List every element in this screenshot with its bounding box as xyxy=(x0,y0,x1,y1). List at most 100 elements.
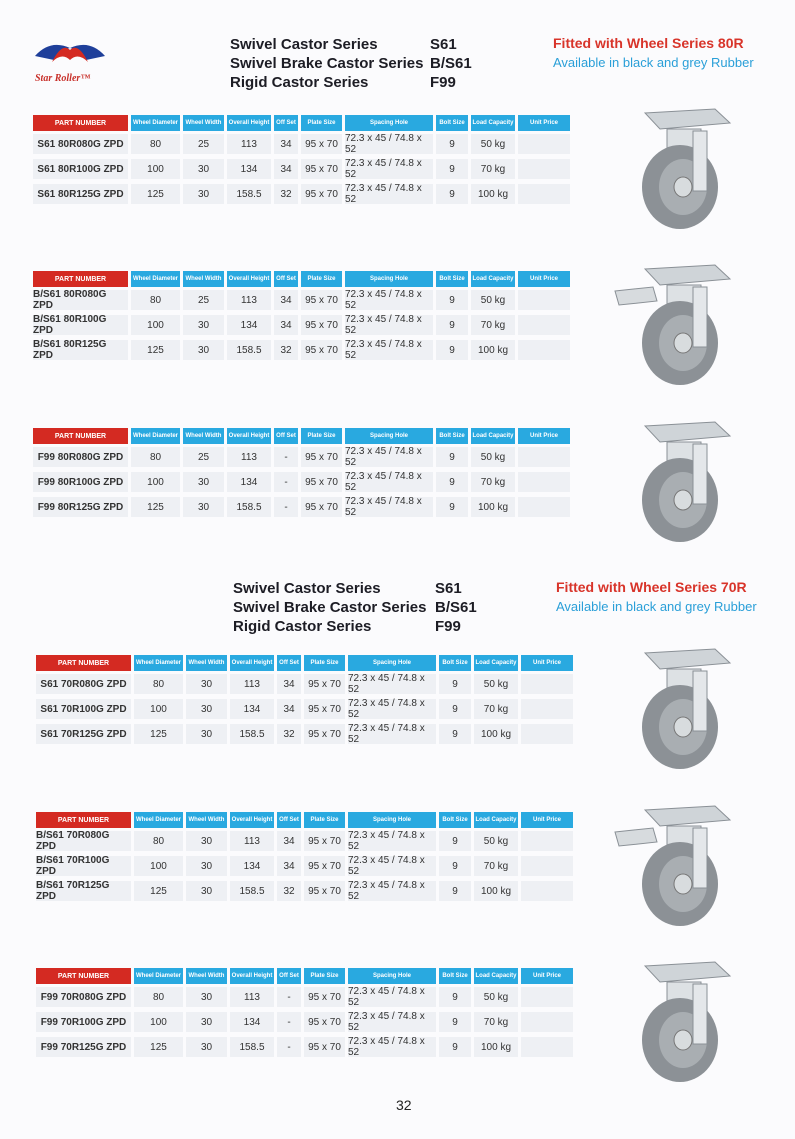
table-cell: 134 xyxy=(227,472,271,492)
table-header-cell: Spacing Hole xyxy=(345,428,433,444)
empty-cell xyxy=(521,1012,573,1032)
table-cell: 30 xyxy=(186,831,227,851)
table-header-cell: Bolt Size xyxy=(439,655,471,671)
table-cell: 9 xyxy=(436,184,468,204)
table-cell: 134 xyxy=(227,315,271,335)
castor-image xyxy=(614,264,732,385)
table-cell: 30 xyxy=(186,881,227,901)
table-header-cell: Unit Price xyxy=(518,115,570,131)
table-cell: 25 xyxy=(183,134,224,154)
table-cell: - xyxy=(274,497,298,517)
table-cell: 100 xyxy=(131,159,180,179)
table-header-cell: Overall Height xyxy=(230,968,274,984)
table-cell: 95 x 70 xyxy=(301,315,342,335)
table-header-cell: Off Set xyxy=(277,655,301,671)
series-title: Swivel Castor Series xyxy=(233,580,381,597)
table-header-cell: Load Capacity xyxy=(471,271,515,287)
castor-image xyxy=(642,421,732,542)
table-cell: 70 kg xyxy=(474,1012,518,1032)
table-cell: 72.3 x 45 / 74.8 x 52 xyxy=(348,1036,436,1058)
table-cell: 95 x 70 xyxy=(304,674,345,694)
empty-cell xyxy=(521,856,573,876)
table-cell: 95 x 70 xyxy=(304,699,345,719)
table-cell: 9 xyxy=(436,497,468,517)
empty-cell xyxy=(518,159,570,179)
table-cell: 30 xyxy=(183,315,224,335)
table-cell: 95 x 70 xyxy=(301,497,342,517)
table-header-cell: Wheel Width xyxy=(186,812,227,828)
table-header-cell: Spacing Hole xyxy=(348,968,436,984)
table-cell: 70 kg xyxy=(471,315,515,335)
table-cell: 134 xyxy=(230,856,274,876)
table-cell: 50 kg xyxy=(471,447,515,467)
table-cell: F99 80R100G ZPD xyxy=(33,472,128,492)
table-header-cell: PART NUMBER xyxy=(36,655,131,671)
table-cell: 9 xyxy=(436,290,468,310)
table-header-cell: Wheel Width xyxy=(183,428,224,444)
table-cell: 72.3 x 45 / 74.8 x 52 xyxy=(348,673,436,695)
empty-cell xyxy=(518,472,570,492)
table-cell: 125 xyxy=(131,497,180,517)
table-cell: 125 xyxy=(131,184,180,204)
table-header-cell: Bolt Size xyxy=(436,271,468,287)
table-cell: 95 x 70 xyxy=(301,340,342,360)
table-cell: B/S61 70R100G ZPD xyxy=(36,855,131,877)
table-header-cell: Spacing Hole xyxy=(348,812,436,828)
table-cell: 9 xyxy=(439,987,471,1007)
table-cell: 50 kg xyxy=(474,987,518,1007)
table-cell: 72.3 x 45 / 74.8 x 52 xyxy=(345,158,433,180)
table-cell: 34 xyxy=(274,315,298,335)
table-cell: 9 xyxy=(436,340,468,360)
table-cell: 95 x 70 xyxy=(301,290,342,310)
table-cell: 95 x 70 xyxy=(301,447,342,467)
table-cell: S61 80R125G ZPD xyxy=(33,184,128,204)
table-header-cell: PART NUMBER xyxy=(36,812,131,828)
table-header-cell: Load Capacity xyxy=(474,655,518,671)
table-cell: 9 xyxy=(436,134,468,154)
table-cell: 30 xyxy=(186,856,227,876)
table-cell: 95 x 70 xyxy=(304,1012,345,1032)
available-text: Available in black and grey Rubber xyxy=(556,599,757,614)
table-cell: B/S61 80R080G ZPD xyxy=(33,289,128,311)
table-header-cell: Off Set xyxy=(277,812,301,828)
table-header-cell: Plate Size xyxy=(301,271,342,287)
table-header-cell: Wheel Diameter xyxy=(131,115,180,131)
table-cell: 72.3 x 45 / 74.8 x 52 xyxy=(348,698,436,720)
table-header-cell: Bolt Size xyxy=(436,428,468,444)
series-code: B/S61 xyxy=(435,599,477,616)
table-cell: 9 xyxy=(436,447,468,467)
table-header-cell: Spacing Hole xyxy=(348,655,436,671)
table-cell: 50 kg xyxy=(471,134,515,154)
table-header-cell: Wheel Width xyxy=(186,655,227,671)
table-cell: 72.3 x 45 / 74.8 x 52 xyxy=(348,986,436,1008)
table-cell: 80 xyxy=(131,447,180,467)
table-cell: 32 xyxy=(277,881,301,901)
table-cell: 125 xyxy=(134,724,183,744)
table-cell: 70 kg xyxy=(471,472,515,492)
empty-cell xyxy=(518,315,570,335)
series-code: F99 xyxy=(435,618,461,635)
table-header-cell: Unit Price xyxy=(521,655,573,671)
table-cell: 30 xyxy=(186,674,227,694)
table-cell: 9 xyxy=(436,315,468,335)
table-cell: 72.3 x 45 / 74.8 x 52 xyxy=(348,880,436,902)
table-header-cell: PART NUMBER xyxy=(36,968,131,984)
table-cell: 100 kg xyxy=(471,497,515,517)
table-cell: 158.5 xyxy=(227,184,271,204)
table-cell: 25 xyxy=(183,447,224,467)
empty-cell xyxy=(521,1037,573,1057)
empty-cell xyxy=(521,674,573,694)
fitted-text: Fitted with Wheel Series 80R xyxy=(553,35,744,51)
table-cell: 80 xyxy=(131,134,180,154)
table-header-cell: PART NUMBER xyxy=(33,428,128,444)
table-header-cell: Plate Size xyxy=(301,115,342,131)
table-header-cell: Off Set xyxy=(274,428,298,444)
table-cell: 100 kg xyxy=(474,881,518,901)
table-cell: 9 xyxy=(439,1012,471,1032)
series-code: S61 xyxy=(430,36,457,53)
table-header-cell: Wheel Diameter xyxy=(134,968,183,984)
table-cell: 72.3 x 45 / 74.8 x 52 xyxy=(345,133,433,155)
fitted-text: Fitted with Wheel Series 70R xyxy=(556,579,747,595)
table-cell: 72.3 x 45 / 74.8 x 52 xyxy=(345,339,433,361)
table-cell: 158.5 xyxy=(227,497,271,517)
